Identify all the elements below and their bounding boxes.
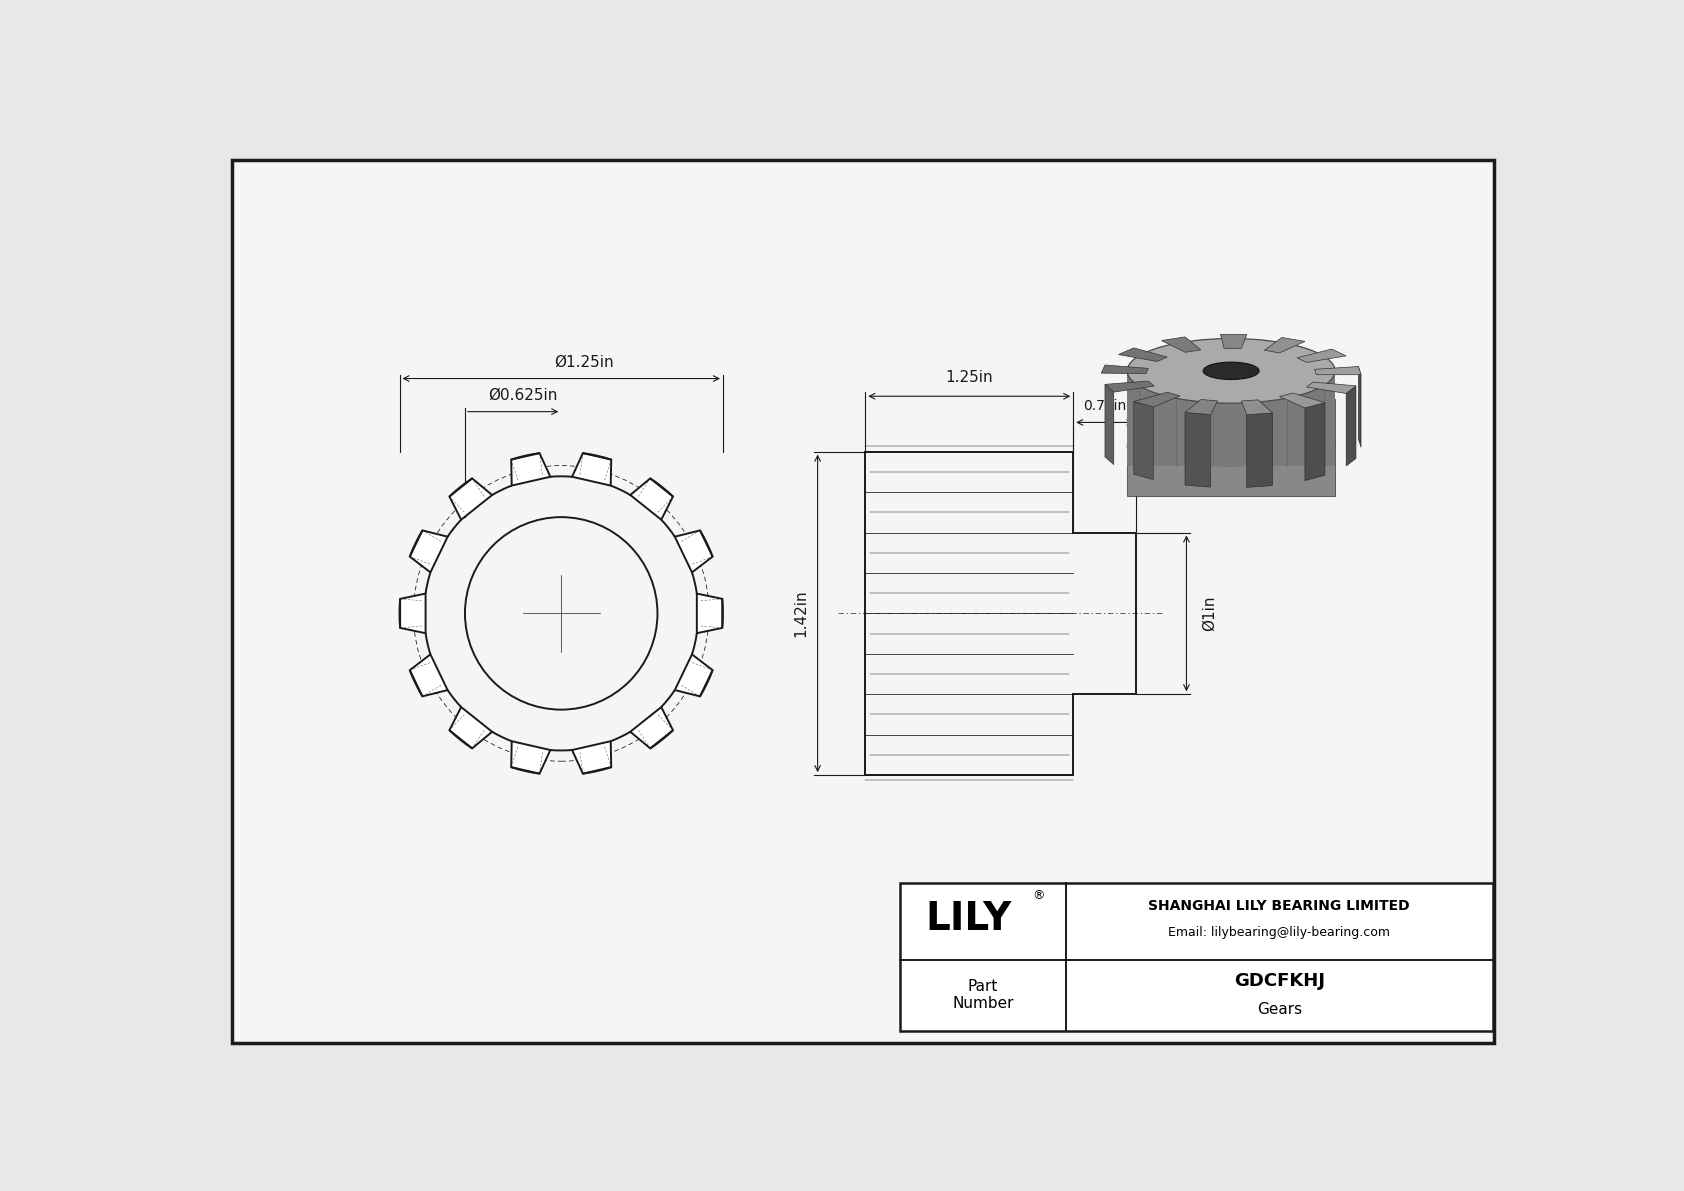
Polygon shape: [1315, 367, 1361, 375]
Text: SHANGHAI LILY BEARING LIMITED: SHANGHAI LILY BEARING LIMITED: [1148, 899, 1410, 913]
Polygon shape: [1297, 349, 1346, 362]
Text: GDCFKHJ: GDCFKHJ: [1234, 972, 1325, 991]
Polygon shape: [675, 654, 712, 697]
Polygon shape: [630, 707, 674, 748]
Text: Ø1in: Ø1in: [1202, 596, 1218, 631]
Text: Gears: Gears: [1256, 1002, 1302, 1017]
Polygon shape: [573, 741, 611, 774]
Text: 0.75in: 0.75in: [1083, 399, 1127, 413]
Polygon shape: [1127, 370, 1335, 466]
Polygon shape: [1118, 348, 1167, 361]
Text: LILY: LILY: [926, 900, 1012, 939]
Ellipse shape: [1127, 338, 1335, 404]
Ellipse shape: [1127, 426, 1335, 466]
Text: Email: lilybearing@lily-bearing.com: Email: lilybearing@lily-bearing.com: [1169, 927, 1391, 940]
Polygon shape: [1105, 381, 1154, 392]
Text: Ø1.25in: Ø1.25in: [554, 354, 615, 369]
Polygon shape: [409, 530, 448, 573]
Polygon shape: [675, 530, 712, 573]
Polygon shape: [1162, 337, 1201, 353]
Polygon shape: [450, 707, 492, 748]
Text: Part
Number: Part Number: [951, 979, 1014, 1011]
Bar: [899, 883, 1494, 1030]
Polygon shape: [409, 654, 448, 697]
Text: ®: ®: [1032, 890, 1044, 903]
Polygon shape: [630, 479, 674, 519]
Text: 1.42in: 1.42in: [793, 590, 808, 637]
Polygon shape: [1186, 399, 1218, 414]
Polygon shape: [1105, 385, 1113, 464]
Polygon shape: [573, 453, 611, 486]
Polygon shape: [512, 741, 551, 774]
Polygon shape: [1133, 401, 1154, 480]
Polygon shape: [1359, 367, 1361, 448]
Text: Ø0.625in: Ø0.625in: [488, 387, 557, 403]
Polygon shape: [1280, 393, 1325, 409]
Polygon shape: [1241, 400, 1273, 414]
Polygon shape: [1186, 412, 1211, 487]
Polygon shape: [697, 593, 722, 634]
Polygon shape: [1246, 413, 1273, 487]
Polygon shape: [1307, 382, 1356, 393]
Polygon shape: [1127, 399, 1335, 495]
Text: 1.25in: 1.25in: [945, 369, 994, 385]
Polygon shape: [1133, 392, 1180, 407]
Polygon shape: [1305, 403, 1325, 480]
Polygon shape: [1101, 364, 1148, 374]
Polygon shape: [1221, 335, 1246, 348]
Polygon shape: [1346, 386, 1356, 466]
Polygon shape: [512, 453, 551, 486]
Polygon shape: [450, 479, 492, 519]
Polygon shape: [1265, 337, 1305, 353]
Polygon shape: [401, 593, 426, 634]
Ellipse shape: [1202, 362, 1260, 380]
